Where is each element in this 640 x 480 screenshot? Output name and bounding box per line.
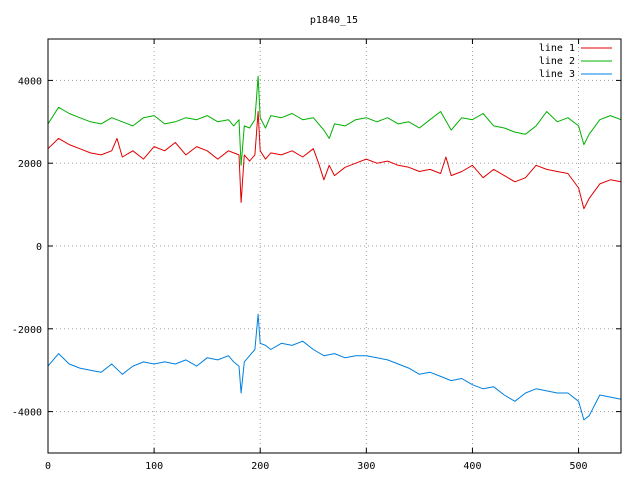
series-group: [47, 75, 622, 421]
tick-marks: [47, 39, 621, 453]
series-line-1: [47, 111, 622, 210]
x-tick-label: 100: [145, 461, 163, 472]
x-tick-label: 400: [463, 461, 481, 472]
x-tick-label: 200: [251, 461, 269, 472]
legend-label-1: line 1: [539, 43, 575, 54]
legend-label-2: line 2: [539, 56, 575, 67]
y-tick-label: -2000: [12, 325, 42, 336]
legend-label-3: line 3: [539, 69, 575, 80]
series-line-3: [47, 313, 622, 421]
series-line-2: [47, 75, 622, 166]
y-tick-label: 4000: [18, 76, 42, 87]
x-tick-label: 0: [45, 461, 51, 472]
grid: [48, 39, 621, 453]
x-tick-label: 300: [357, 461, 375, 472]
y-tick-label: -4000: [12, 408, 42, 419]
tick-labels: 0 100 200 300 400 500 -4000 -2000 0 2000 4000: [12, 76, 588, 472]
y-tick-label: 0: [36, 242, 42, 253]
legend: line 1 line 2 line 3: [539, 43, 612, 80]
y-tick-label: 2000: [18, 159, 42, 170]
chart-title: p1840_15: [310, 15, 358, 26]
x-tick-label: 500: [570, 461, 588, 472]
